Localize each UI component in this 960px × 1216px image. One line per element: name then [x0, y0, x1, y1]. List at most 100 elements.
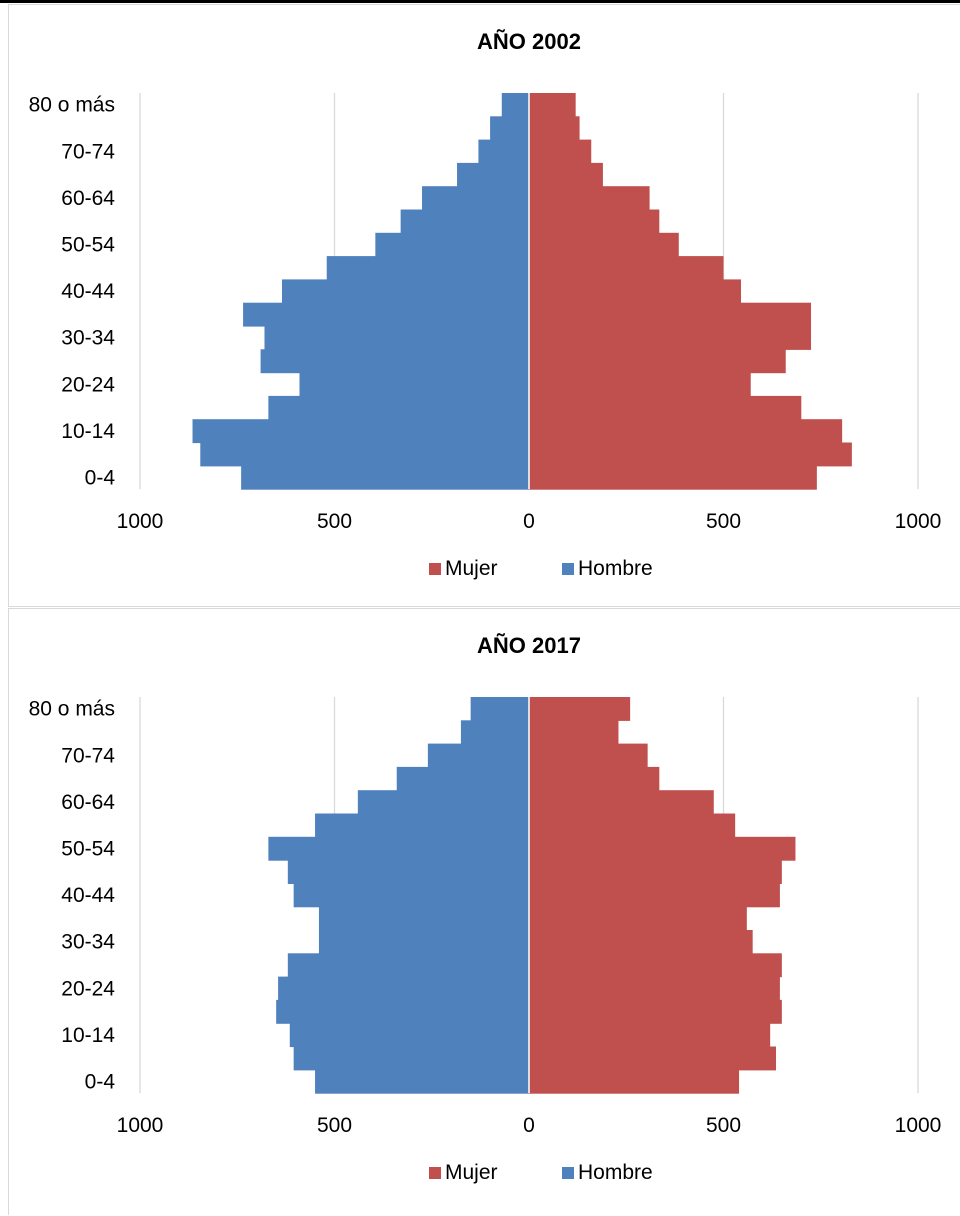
bar-mujer	[529, 162, 603, 187]
bar-mujer	[529, 953, 782, 978]
y-tick-label: 70-74	[61, 140, 115, 163]
bar-hombre	[264, 326, 529, 350]
y-tick-label: 60-64	[61, 791, 115, 814]
bar-mujer	[529, 790, 714, 815]
bar-hombre	[326, 256, 529, 280]
bar-mujer	[529, 256, 724, 280]
population-pyramid-2017: AÑO 2017 0-4 10-14 20-24 30-34 40-44 50-54 60-6…	[29, 633, 942, 1184]
bar-mujer	[529, 186, 650, 211]
bar-hombre	[192, 419, 529, 444]
bar-hombre	[396, 766, 529, 791]
bar-hombre	[478, 139, 529, 164]
y-tick-label: 70-74	[61, 744, 115, 767]
y-tick-label: 60-64	[61, 187, 115, 210]
y-tick-label: 40-44	[61, 280, 115, 303]
bar-mujer	[529, 999, 782, 1024]
bar-mujer	[529, 419, 843, 444]
bar-hombre	[260, 349, 529, 374]
y-tick-label: 80 o más	[29, 698, 115, 721]
chart-panel-2002: AÑO 2002 0-4 10-14 20-24 30-34 40-44 50-54 60-6…	[8, 4, 960, 607]
bar-mujer	[529, 395, 802, 420]
bar-hombre	[490, 116, 529, 141]
bar-mujer	[529, 930, 753, 954]
bar-mujer	[529, 232, 679, 257]
bar-mujer	[529, 116, 580, 141]
x-tick-label: 1000	[895, 510, 942, 533]
y-tick-label: 80 o más	[29, 94, 115, 117]
bar-hombre	[501, 93, 529, 117]
bar-hombre	[400, 209, 529, 234]
bar-mujer	[529, 442, 852, 467]
bar-hombre	[268, 395, 529, 420]
bar-mujer	[529, 836, 796, 861]
bar-mujer	[529, 883, 780, 908]
bar-hombre	[287, 860, 529, 884]
x-tick-label: 1000	[117, 1114, 164, 1137]
bar-hombre	[289, 1023, 529, 1048]
bar-mujer	[529, 93, 576, 117]
bar-hombre	[470, 697, 529, 721]
bar-mujer	[529, 766, 660, 791]
x-tick-label: 0	[523, 1114, 535, 1137]
bar-hombre	[278, 976, 529, 1001]
bar-hombre	[293, 883, 529, 908]
bar-hombre	[293, 1046, 529, 1071]
bar-hombre	[318, 906, 529, 931]
bar-hombre	[460, 720, 529, 745]
bar-hombre	[281, 279, 529, 304]
bar-mujer	[529, 139, 592, 164]
bar-mujer	[529, 1046, 777, 1071]
x-tick-label: 1000	[117, 510, 164, 533]
bar-hombre	[315, 1069, 529, 1094]
population-pyramid-2002: AÑO 2002 0-4 10-14 20-24 30-34 40-44 50-54 60-6…	[29, 29, 942, 580]
bar-mujer	[529, 697, 631, 721]
bar-mujer	[529, 906, 747, 931]
y-tick-label: 30-34	[61, 931, 115, 954]
bar-hombre	[299, 372, 529, 397]
legend: Mujer Hombre	[429, 557, 653, 580]
header-rule	[0, 0, 960, 3]
bar-mujer	[529, 720, 619, 745]
legend-swatch-hombre	[562, 563, 574, 575]
x-tick-label: 500	[317, 510, 352, 533]
y-tick-label: 20-24	[61, 373, 115, 396]
y-tick-label: 50-54	[61, 233, 115, 256]
bar-hombre	[427, 743, 529, 768]
bar-hombre	[241, 465, 529, 490]
x-tick-label: 1000	[895, 1114, 942, 1137]
y-tick-label: 10-14	[61, 420, 115, 443]
bar-mujer	[529, 326, 812, 350]
legend-swatch-mujer	[429, 1167, 441, 1179]
bar-hombre	[268, 836, 529, 861]
bar-mujer	[529, 1023, 771, 1048]
bar-mujer	[529, 279, 742, 304]
bar-mujer	[529, 465, 817, 490]
x-tick-label: 500	[706, 510, 741, 533]
y-tick-label: 10-14	[61, 1024, 115, 1047]
legend-label-hombre: Hombre	[578, 1161, 653, 1184]
bar-mujer	[529, 976, 780, 1001]
bar-hombre	[200, 442, 530, 467]
bar-mujer	[529, 1069, 740, 1094]
legend-swatch-mujer	[429, 563, 441, 575]
bar-hombre	[357, 790, 529, 815]
y-tick-label: 0-4	[85, 466, 116, 489]
y-tick-label: 40-44	[61, 884, 115, 907]
bar-hombre	[375, 232, 529, 257]
bar-hombre	[276, 999, 529, 1024]
bar-mujer	[529, 372, 751, 397]
legend-swatch-hombre	[562, 1167, 574, 1179]
x-tick-label: 500	[317, 1114, 352, 1137]
bar-hombre	[315, 813, 529, 838]
bar-mujer	[529, 209, 660, 234]
y-tick-label: 20-24	[61, 977, 115, 1000]
legend-label-mujer: Mujer	[445, 557, 498, 580]
legend-label-mujer: Mujer	[445, 1161, 498, 1184]
bar-mujer	[529, 813, 736, 838]
bar-mujer	[529, 349, 786, 374]
bar-hombre	[318, 930, 529, 954]
y-tick-label: 0-4	[85, 1070, 116, 1093]
bar-hombre	[243, 302, 529, 327]
bar-hombre	[422, 186, 529, 211]
bar-mujer	[529, 860, 782, 884]
